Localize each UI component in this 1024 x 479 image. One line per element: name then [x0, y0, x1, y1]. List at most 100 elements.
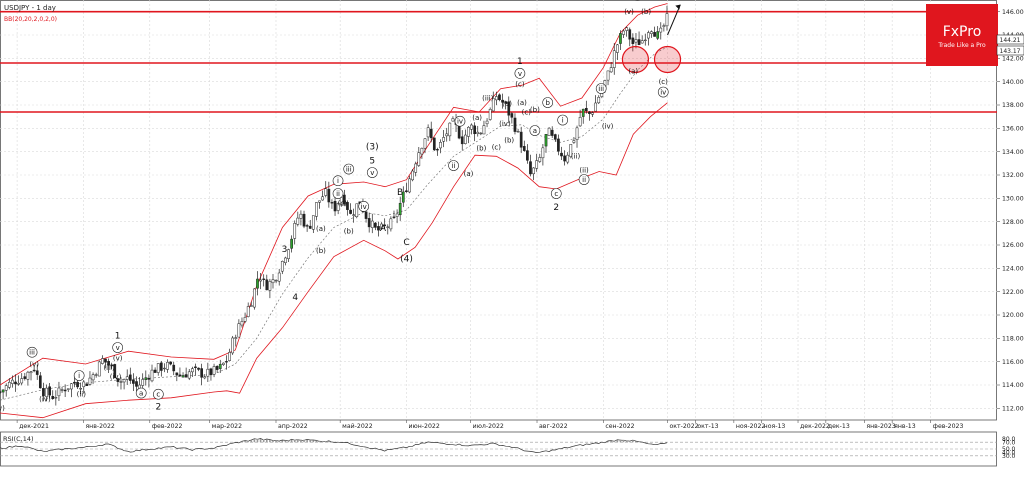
- wave-label-circle: [557, 114, 569, 126]
- wave-label: ii: [582, 176, 586, 184]
- candle-body: [104, 358, 107, 363]
- wave-label-circle: [595, 83, 607, 94]
- candle-body: [557, 138, 560, 152]
- rsi-shade-bar: [272, 440, 274, 443]
- candle-body: [225, 361, 228, 363]
- candle-body: [228, 352, 231, 361]
- candle-body: [482, 125, 486, 135]
- candle-body: [172, 364, 176, 372]
- date-tick-label: мар-2022: [212, 423, 242, 430]
- candle-body: [634, 39, 638, 43]
- date-tick-label: июн-2022: [409, 423, 440, 430]
- candle-body: [212, 366, 216, 375]
- wave-label-circle: [332, 188, 344, 199]
- rsi-shade-bar: [278, 440, 281, 443]
- date-tick-label: дек-13: [828, 423, 850, 430]
- rsi-shade-bar: [315, 440, 318, 443]
- candle-body: [181, 375, 185, 378]
- candle-body: [14, 381, 17, 385]
- candle-body: [591, 112, 594, 115]
- candle-body: [395, 213, 399, 217]
- candle-body: [29, 371, 33, 374]
- candle-body: [311, 215, 315, 230]
- rsi-shade-bar: [635, 441, 637, 443]
- wave-label: (b): [316, 247, 326, 255]
- wave-label: i: [337, 177, 339, 185]
- candle-body: [318, 200, 321, 203]
- candle-body: [42, 388, 45, 397]
- rsi-shade-bar: [613, 440, 616, 443]
- candle-body: [0, 391, 2, 393]
- candle-body: [569, 144, 573, 157]
- date-tick-label: июл-2022: [473, 423, 504, 430]
- candle-body: [330, 202, 334, 204]
- support-resistance-lines: [0, 10, 997, 113]
- candle-body: [268, 281, 272, 291]
- highlight-circle: [653, 45, 682, 74]
- candle-body: [184, 374, 188, 378]
- candle-body: [488, 108, 492, 120]
- candle-body: [321, 196, 324, 201]
- wave-label-circle: [152, 388, 164, 400]
- candle-body: [510, 113, 514, 118]
- wave-label-circle: [529, 125, 541, 136]
- candle-body: [460, 136, 464, 145]
- wave-label: 4: [292, 293, 298, 303]
- candle-body: [364, 211, 368, 219]
- candle-body: [218, 363, 222, 369]
- candle-body: [538, 157, 542, 162]
- wave-label: (iii): [103, 364, 115, 372]
- wave-label: (c): [338, 199, 348, 207]
- candle-body: [374, 222, 377, 228]
- candle-body: [485, 120, 489, 125]
- rsi-shade-bar: [625, 440, 628, 443]
- candle-body: [656, 31, 660, 39]
- wave-label: (4): [400, 254, 413, 264]
- candle-body: [79, 388, 83, 390]
- candle-body: [408, 178, 411, 193]
- wave-label: (b): [504, 136, 514, 144]
- candle-body: [609, 67, 613, 73]
- candle-body: [308, 225, 312, 229]
- candle-body: [346, 202, 349, 210]
- candle-body: [473, 125, 476, 135]
- rsi-shade-bar: [275, 440, 277, 443]
- candle-body: [349, 209, 352, 214]
- candle-body: [163, 367, 166, 370]
- candle-body: [200, 368, 203, 378]
- candle-body: [535, 160, 539, 169]
- candle-body: [491, 98, 495, 112]
- wave-label: 2: [553, 203, 559, 213]
- candle-body: [479, 132, 483, 135]
- candle-body: [85, 383, 89, 386]
- candle-body: [476, 131, 480, 134]
- candle-body: [423, 138, 427, 149]
- candle-body: [175, 372, 179, 376]
- candle-body: [11, 379, 14, 384]
- rsi-tick-label: 70.0: [1002, 439, 1016, 446]
- date-tick-label: дек-2021: [19, 423, 49, 430]
- candle-body: [94, 374, 98, 376]
- bollinger-middle: [0, 46, 668, 401]
- candle-body: [420, 147, 424, 155]
- candle-body: [284, 257, 287, 263]
- candle-body: [417, 152, 421, 166]
- candle-body: [370, 220, 374, 228]
- wave-label: (v): [624, 8, 634, 16]
- date-tick-label: фев-2023: [933, 423, 964, 430]
- wave-label: iv: [361, 203, 367, 211]
- candle-body: [51, 396, 55, 399]
- candle-body: [526, 150, 529, 161]
- candle-body: [119, 381, 123, 383]
- price-tick-label: 122.00: [1002, 289, 1024, 296]
- candle-body: [594, 102, 597, 112]
- wave-label: (ii): [77, 391, 87, 399]
- date-tick-label: ноя-2022: [736, 423, 766, 430]
- candle-body: [302, 213, 306, 227]
- candle-body: [640, 40, 644, 44]
- candle-body: [315, 202, 318, 217]
- candle-body: [305, 225, 309, 227]
- candle-body: [35, 370, 39, 375]
- candle-body: [336, 203, 340, 211]
